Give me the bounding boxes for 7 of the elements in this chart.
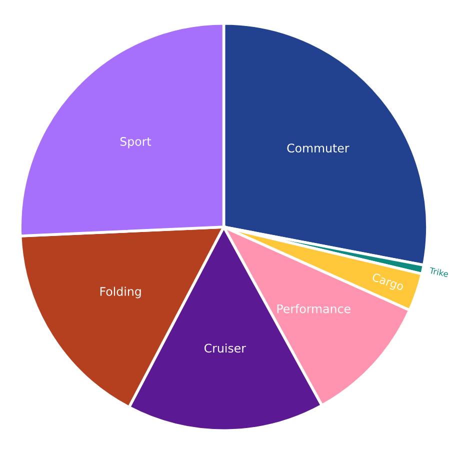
slice-label: Cruiser (204, 343, 246, 353)
slice-label: Sport (120, 137, 152, 148)
slice-label: Trike (428, 266, 449, 278)
slice-label: Cargo (371, 272, 404, 293)
slice-label: Performance (277, 304, 350, 314)
slice-label: Commuter (287, 144, 350, 153)
slice-label: Folding (100, 286, 141, 298)
